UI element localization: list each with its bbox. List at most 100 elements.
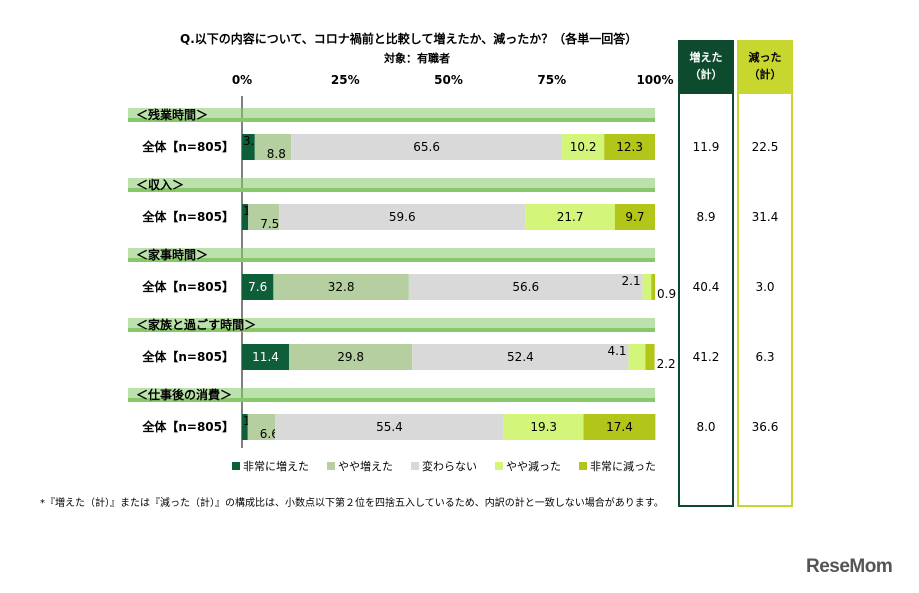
data-label: 12.3: [616, 140, 643, 154]
bar-segment: [503, 414, 584, 440]
bar-segment: [642, 274, 652, 300]
data-label: 4.1: [607, 344, 626, 358]
decrease-total-value: 3.0: [755, 280, 774, 294]
row-label: 全体【n=805】: [141, 209, 234, 224]
increase-total-value: 8.9: [696, 210, 715, 224]
section-band-edge: [128, 118, 655, 122]
decrease-total-value: 22.5: [752, 140, 779, 154]
bar-segment: [242, 344, 290, 370]
data-label: 2.2: [657, 357, 676, 371]
decrease-total-value: 6.3: [755, 350, 774, 364]
resemom-logo: ReseMom: [806, 556, 893, 577]
increase-total-value: 40.4: [693, 280, 720, 294]
bar-segment: [275, 414, 504, 440]
x-tick-label: 25%: [331, 73, 360, 87]
row-label: 全体【n=805】: [141, 139, 234, 154]
bar-segment: [242, 414, 248, 440]
data-label: 32.8: [328, 280, 355, 294]
row-label: 全体【n=805】: [141, 349, 234, 364]
data-label: 7.5: [260, 217, 279, 231]
decrease-total-header: 減った （計）: [737, 40, 793, 94]
legend: 非常に増えた やや増えた 変わらない やや減った 非常に減った: [232, 458, 656, 474]
bar-segment: [645, 344, 655, 370]
increase-total-value: 8.0: [696, 420, 715, 434]
data-label: 21.7: [557, 210, 584, 224]
legend-item-slightly-increase: やや増えた: [327, 458, 393, 474]
decrease-total-value: 36.6: [752, 420, 779, 434]
footnote: *『増えた（計）』または『減った（計）』の構成比は、小数点以下第２位を四捨五入し…: [40, 498, 664, 509]
bar-segment: [242, 204, 249, 230]
chart-subtitle: 対象：有職者: [384, 52, 450, 65]
bar-segment: [604, 134, 655, 160]
bar-segment: [408, 274, 643, 300]
bar-segment: [242, 134, 255, 160]
section-label: ＜家族と過ごす時間＞: [136, 317, 256, 332]
data-label: 59.6: [389, 210, 416, 224]
data-label: 56.6: [512, 280, 539, 294]
section-band-edge: [128, 258, 655, 262]
bar-segment: [614, 204, 655, 230]
data-label: 8.8: [267, 147, 286, 161]
section-band-edge: [128, 188, 655, 192]
legend-label: 非常に増えた: [243, 460, 309, 473]
bar-segment: [247, 414, 276, 440]
data-label: 10.2: [570, 140, 597, 154]
data-label: 17.4: [606, 420, 633, 434]
data-label: 7.6: [248, 280, 267, 294]
data-label: 6.6: [260, 427, 279, 441]
legend-item-no-change: 変わらない: [411, 458, 477, 474]
bar-segment: [289, 344, 413, 370]
bar-segment: [279, 204, 526, 230]
legend-item-very-decrease: 非常に減った: [579, 458, 656, 474]
data-label: 65.6: [413, 140, 440, 154]
x-tick-label: 0%: [232, 73, 252, 87]
section-label: ＜収入＞: [136, 178, 184, 192]
chart-title: Q.以下の内容について、コロナ禍前と比較して増えたか、減ったか？（各単一回答）: [180, 32, 638, 46]
section-band-edge: [128, 328, 655, 332]
data-label: 52.4: [507, 350, 534, 364]
bar-segment: [628, 344, 646, 370]
decrease-total-value: 31.4: [752, 210, 779, 224]
x-tick-label: 75%: [537, 73, 566, 87]
legend-item-slightly-decrease: やや減った: [495, 458, 561, 474]
section-label: ＜家事時間＞: [136, 247, 208, 262]
bar-segment: [248, 204, 280, 230]
row-label: 全体【n=805】: [141, 279, 234, 294]
bar-segment: [651, 274, 655, 300]
legend-label: 非常に減った: [590, 460, 656, 473]
legend-swatch: [327, 462, 335, 470]
bar-segment: [412, 344, 629, 370]
bar-segment: [525, 204, 615, 230]
bar-segment: [254, 134, 292, 160]
increase-total-value: 41.2: [693, 350, 720, 364]
x-tick-label: 100%: [636, 73, 673, 87]
data-label: 29.8: [337, 350, 364, 364]
legend-label: やや減った: [506, 460, 561, 473]
data-label: 55.4: [376, 420, 403, 434]
legend-swatch: [232, 462, 240, 470]
bar-segment: [242, 274, 274, 300]
data-label: 0.9: [657, 287, 676, 301]
data-label: 9.7: [625, 210, 644, 224]
bar-segment: [562, 134, 605, 160]
x-tick-label: 50%: [434, 73, 463, 87]
bar-segment: [291, 134, 563, 160]
legend-swatch: [495, 462, 503, 470]
legend-label: 変わらない: [422, 460, 477, 473]
increase-total-value: 11.9: [693, 140, 720, 154]
legend-item-very-increase: 非常に増えた: [232, 458, 309, 474]
row-label: 全体【n=805】: [141, 419, 234, 434]
data-label: 11.4: [252, 350, 279, 364]
legend-swatch: [411, 462, 419, 470]
section-band-edge: [128, 398, 655, 402]
increase-total-header: 増えた （計）: [678, 40, 734, 94]
section-label: ＜残業時間＞: [136, 107, 208, 122]
legend-swatch: [579, 462, 587, 470]
data-label: 2.1: [622, 274, 641, 288]
legend-label: やや増えた: [338, 460, 393, 473]
data-label: 19.3: [530, 420, 557, 434]
bar-segment: [273, 274, 409, 300]
bar-segment: [583, 414, 656, 440]
section-label: ＜仕事後の消費＞: [136, 387, 232, 402]
